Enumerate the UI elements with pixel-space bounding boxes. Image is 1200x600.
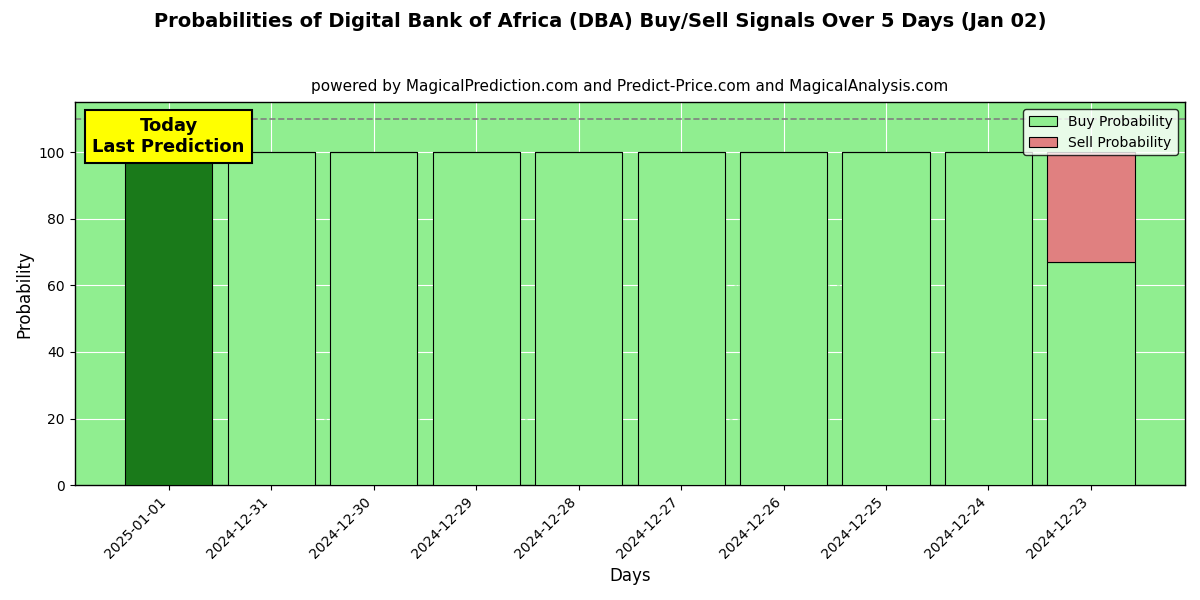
Bar (944, 152, 1032, 485)
Text: MagicalPrediction.com: MagicalPrediction.com (718, 280, 1031, 308)
Bar (535, 152, 622, 485)
Bar (842, 152, 930, 485)
Legend: Buy Probability, Sell Probability: Buy Probability, Sell Probability (1024, 109, 1178, 155)
Bar (740, 152, 827, 485)
Bar (432, 152, 520, 485)
Bar (637, 152, 725, 485)
Text: Today
Last Prediction: Today Last Prediction (92, 117, 245, 156)
Text: MagicalAnalysis.com: MagicalAnalysis.com (241, 280, 530, 308)
Text: MagicalPrediction.com: MagicalPrediction.com (718, 157, 1031, 185)
Y-axis label: Probability: Probability (16, 250, 34, 338)
Text: MagicalAnalysis.com: MagicalAnalysis.com (241, 402, 530, 430)
Bar (1048, 262, 1134, 485)
Title: powered by MagicalPrediction.com and Predict-Price.com and MagicalAnalysis.com: powered by MagicalPrediction.com and Pre… (311, 79, 948, 94)
Text: MagicalPrediction.com: MagicalPrediction.com (718, 402, 1031, 430)
Text: Probabilities of Digital Bank of Africa (DBA) Buy/Sell Signals Over 5 Days (Jan : Probabilities of Digital Bank of Africa … (154, 12, 1046, 31)
Bar (125, 152, 212, 485)
Bar (228, 152, 314, 485)
Bar (330, 152, 418, 485)
Text: MagicalAnalysis.com: MagicalAnalysis.com (241, 157, 530, 185)
X-axis label: Days: Days (610, 567, 650, 585)
Bar (1048, 152, 1134, 262)
